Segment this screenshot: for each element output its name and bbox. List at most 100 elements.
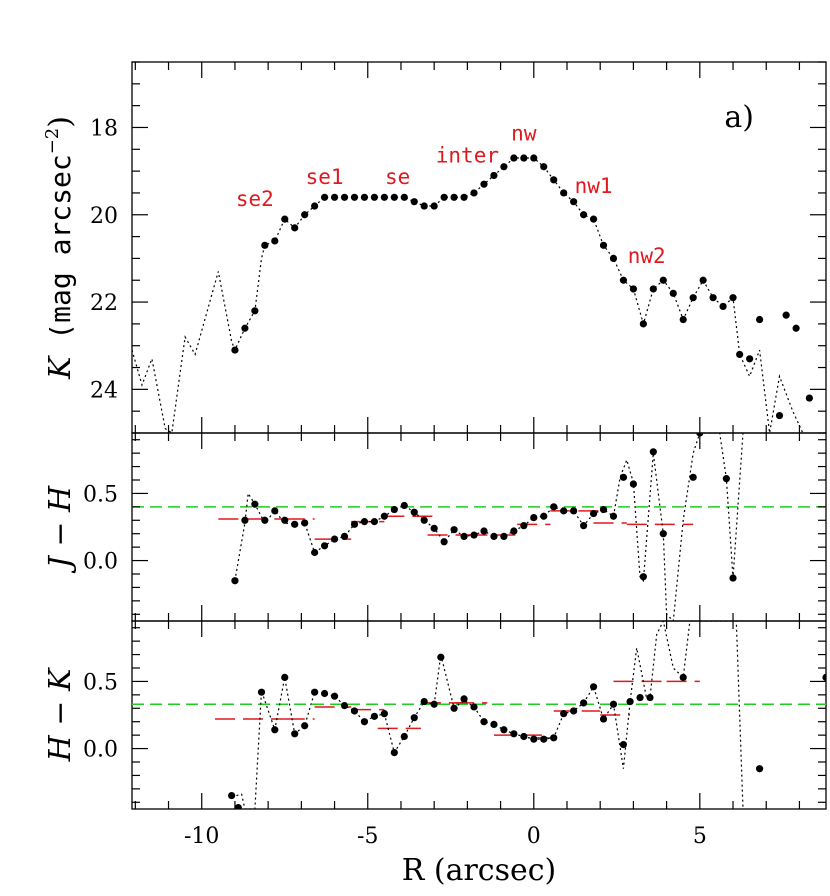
data-point — [360, 193, 369, 201]
data-point — [320, 542, 329, 550]
data-point — [340, 532, 349, 541]
data-point — [659, 276, 667, 284]
data-point — [589, 683, 598, 691]
y-axis-label-color: J − H — [43, 485, 78, 574]
panel-K-data — [132, 154, 813, 433]
data-point — [400, 732, 408, 741]
region-label: inter — [436, 143, 499, 167]
data-point — [629, 285, 638, 293]
data-point — [450, 193, 458, 201]
panel-frame — [131, 620, 827, 810]
panel-frames — [131, 61, 827, 810]
panel-letter: a) — [724, 100, 754, 135]
data-point — [729, 574, 737, 582]
data-point — [805, 394, 813, 402]
data-point — [291, 520, 299, 528]
data-point — [540, 512, 548, 520]
data-point — [450, 526, 458, 534]
data-point — [609, 700, 618, 708]
data-point — [639, 320, 647, 328]
data-point — [570, 707, 578, 715]
data-point — [241, 324, 249, 332]
y-tick-label: 20 — [90, 204, 118, 229]
data-point — [560, 189, 568, 197]
data-point — [579, 522, 588, 530]
data-point — [450, 704, 458, 712]
data-point — [550, 734, 558, 742]
data-point — [510, 154, 518, 162]
data-point — [440, 193, 448, 201]
data-point — [271, 726, 279, 734]
data-point — [350, 193, 359, 201]
data-point — [350, 707, 359, 715]
data-point — [480, 718, 488, 726]
data-point — [311, 548, 319, 557]
data-point — [619, 740, 628, 749]
panel-H-K-data — [132, 621, 826, 809]
data-point — [530, 514, 538, 522]
data-point — [301, 519, 309, 527]
data-point — [639, 573, 647, 581]
data-point — [792, 324, 800, 332]
data-point — [649, 285, 657, 293]
dotted-profile-line — [132, 157, 804, 433]
data-point — [390, 749, 398, 757]
data-point — [231, 346, 239, 354]
data-point — [460, 695, 468, 703]
data-point — [420, 516, 428, 524]
data-point — [251, 500, 259, 508]
data-point — [440, 538, 448, 546]
data-point — [500, 163, 508, 171]
data-point — [430, 524, 438, 532]
y-axis-label-color: H − K — [43, 667, 78, 762]
data-point — [490, 532, 498, 541]
data-point — [340, 702, 349, 710]
data-point — [626, 697, 634, 706]
data-point — [480, 180, 488, 188]
data-point — [350, 520, 359, 528]
data-point — [579, 211, 588, 219]
data-point — [629, 480, 638, 488]
data-point — [400, 501, 408, 510]
data-point — [589, 215, 598, 223]
data-point — [599, 241, 608, 249]
data-point — [380, 710, 388, 718]
x-tick-label: 0 — [527, 824, 541, 849]
data-point — [689, 294, 697, 302]
data-point — [330, 193, 339, 201]
data-point — [370, 193, 379, 201]
data-point — [320, 689, 329, 698]
data-layer — [132, 154, 826, 809]
data-point — [709, 294, 717, 302]
data-point — [271, 507, 279, 515]
data-point — [311, 202, 319, 210]
data-point — [510, 730, 518, 738]
x-axis-label: R (arcsec) — [402, 853, 557, 888]
data-point — [380, 512, 388, 520]
data-point — [579, 699, 588, 707]
data-point — [281, 516, 289, 524]
region-label: nw — [511, 122, 537, 146]
data-point — [271, 237, 279, 245]
data-point — [722, 475, 730, 483]
data-point — [291, 224, 299, 232]
data-point — [500, 532, 508, 541]
data-point — [636, 693, 644, 702]
data-point — [520, 522, 528, 530]
data-point — [729, 294, 737, 302]
data-point — [679, 315, 687, 324]
data-point — [340, 193, 349, 201]
data-point — [234, 804, 242, 809]
data-point — [500, 726, 508, 734]
data-point — [291, 730, 299, 738]
data-point — [437, 653, 445, 661]
data-point — [540, 163, 548, 171]
data-point — [257, 688, 266, 696]
y-tick-label: 0.5 — [83, 482, 118, 507]
data-point — [311, 688, 319, 696]
data-point — [775, 411, 784, 420]
data-point — [530, 154, 538, 162]
dotted-profile-line — [231, 621, 744, 809]
data-point — [659, 530, 667, 538]
